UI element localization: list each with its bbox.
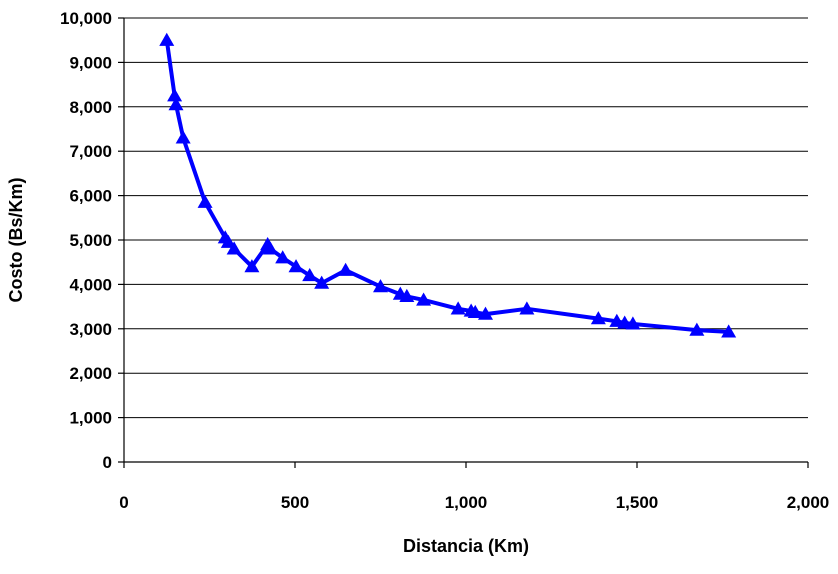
x-tick-label: 0 bbox=[119, 493, 128, 512]
series-line bbox=[164, 39, 729, 334]
data-point-marker bbox=[244, 259, 260, 273]
data-point-marker bbox=[262, 241, 278, 255]
series-markers bbox=[159, 32, 737, 338]
data-point-marker bbox=[220, 234, 236, 248]
data-point-marker bbox=[450, 301, 466, 315]
data-point-marker bbox=[197, 194, 213, 208]
y-tick-labels: 0 1,000 2,000 3,000 4,000 5,000 6,000 7,000 8,00… bbox=[60, 9, 112, 472]
data-point-marker bbox=[721, 324, 737, 338]
data-point-marker bbox=[302, 268, 318, 282]
y-axis-title: Costo (Bs/Km) bbox=[6, 177, 26, 302]
data-point-marker bbox=[314, 275, 330, 289]
y-tick-label: 2,000 bbox=[69, 364, 112, 383]
x-tick-label: 500 bbox=[281, 493, 309, 512]
data-point-marker bbox=[226, 241, 242, 255]
data-point-marker bbox=[625, 316, 641, 330]
x-tick-label: 2,000 bbox=[787, 493, 830, 512]
data-point-marker bbox=[399, 288, 415, 303]
x-axis-title: Distancia (Km) bbox=[403, 536, 529, 556]
data-point-marker bbox=[159, 32, 175, 46]
y-tick-label: 10,000 bbox=[60, 9, 112, 28]
data-point-marker bbox=[467, 304, 483, 318]
data-point-marker bbox=[175, 130, 191, 144]
y-tick-label: 3,000 bbox=[69, 320, 112, 339]
x-tick-label: 1,500 bbox=[616, 493, 659, 512]
y-tick-label: 4,000 bbox=[69, 275, 112, 294]
y-tick-label: 0 bbox=[103, 453, 112, 472]
y-tick-label: 5,000 bbox=[69, 231, 112, 250]
data-point-marker bbox=[689, 322, 705, 336]
y-tick-label: 6,000 bbox=[69, 187, 112, 206]
x-tick-label: 1,000 bbox=[445, 493, 488, 512]
data-point-marker bbox=[288, 259, 304, 273]
y-tick-label: 1,000 bbox=[69, 409, 112, 428]
data-point-marker bbox=[590, 311, 606, 325]
grid-lines bbox=[124, 17, 808, 419]
x-tick-labels: 0 500 1,000 1,500 2,000 bbox=[119, 493, 829, 512]
data-point-marker bbox=[167, 88, 183, 102]
y-tick-label: 9,000 bbox=[69, 53, 112, 72]
data-point-marker bbox=[275, 250, 291, 264]
y-tick-label: 7,000 bbox=[69, 142, 112, 161]
data-point-marker bbox=[168, 97, 184, 111]
data-point-marker bbox=[338, 262, 354, 276]
data-point-marker bbox=[477, 306, 493, 320]
data-point-marker bbox=[373, 279, 388, 293]
data-point-marker bbox=[519, 301, 535, 315]
data-point-marker bbox=[416, 292, 432, 306]
axes bbox=[118, 17, 809, 468]
y-tick-label: 8,000 bbox=[69, 98, 112, 117]
